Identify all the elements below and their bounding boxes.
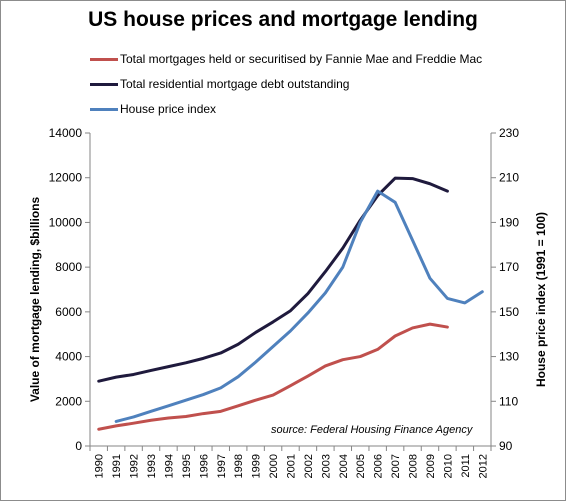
x-tick-label: 1990 bbox=[94, 454, 106, 478]
x-tick-label: 2007 bbox=[390, 454, 402, 478]
x-tick-label: 2011 bbox=[460, 454, 472, 478]
y-tick-label-right: 170 bbox=[499, 260, 519, 274]
legend-label-total-debt: Total residential mortgage debt outstand… bbox=[120, 77, 350, 91]
x-tick-label: 1992 bbox=[129, 454, 141, 478]
x-tick-label: 1999 bbox=[251, 454, 263, 478]
x-tick-label: 1997 bbox=[216, 454, 228, 478]
series-line-house-price-index bbox=[114, 189, 484, 423]
series-line-fannie-freddie bbox=[97, 322, 449, 431]
y-tick-label-left: 6000 bbox=[55, 305, 82, 319]
legend-label-house-price-index: House price index bbox=[120, 102, 217, 116]
y-tick-label-left: 12000 bbox=[49, 171, 83, 185]
x-tick-label: 1995 bbox=[181, 454, 193, 478]
x-tick-label: 2012 bbox=[477, 454, 489, 478]
y-tick-label-right: 210 bbox=[499, 171, 519, 185]
y-tick-label-left: 8000 bbox=[55, 260, 82, 274]
y-tick-label-right: 90 bbox=[499, 439, 513, 453]
x-tick-label: 1994 bbox=[163, 454, 175, 478]
y-tick-label-left: 10000 bbox=[49, 215, 83, 229]
x-tick-label: 1998 bbox=[233, 454, 245, 478]
x-tick-label: 2001 bbox=[286, 454, 298, 478]
y-tick-label-left: 14000 bbox=[49, 126, 83, 140]
x-tick-label: 2006 bbox=[373, 454, 385, 478]
x-tick-label: 1991 bbox=[111, 454, 123, 478]
legend-swatch-house-price-index bbox=[90, 108, 118, 111]
y-tick-label-right: 150 bbox=[499, 305, 519, 319]
y-tick-label-right: 130 bbox=[499, 350, 519, 364]
y-tick-label-left: 0 bbox=[75, 439, 82, 453]
x-tick-label: 2002 bbox=[303, 454, 315, 478]
y-tick-label-left: 4000 bbox=[55, 350, 82, 364]
x-tick-label: 2010 bbox=[442, 454, 454, 478]
y-tick-label-right: 230 bbox=[499, 126, 519, 140]
x-tick-label: 1996 bbox=[198, 454, 210, 478]
x-tick-label: 1993 bbox=[146, 454, 158, 478]
x-tick-label: 2000 bbox=[268, 454, 280, 478]
source-annotation: source: Federal Housing Finance Agency bbox=[271, 424, 473, 436]
x-tick-label: 2005 bbox=[355, 454, 367, 478]
x-tick-label: 2009 bbox=[425, 454, 437, 478]
legend-swatch-fannie-freddie bbox=[90, 58, 118, 61]
y-tick-label-right: 190 bbox=[499, 215, 519, 229]
y-tick-label-right: 110 bbox=[499, 394, 518, 408]
y-axis-title-right: House price index (1991 = 100) bbox=[534, 212, 548, 387]
series-line-total-debt bbox=[97, 176, 449, 383]
legend-label-fannie-freddie: Total mortgages held or securitised by F… bbox=[120, 52, 483, 66]
x-tick-label: 2008 bbox=[408, 454, 420, 478]
chart-title: US house prices and mortgage lending bbox=[88, 8, 478, 31]
y-axis-title-left: Value of mortgage lending, $billions bbox=[28, 196, 42, 402]
x-tick-label: 2003 bbox=[320, 454, 332, 478]
legend-swatch-total-debt bbox=[90, 83, 118, 86]
y-tick-label-left: 2000 bbox=[55, 394, 82, 408]
x-tick-label: 2004 bbox=[338, 454, 350, 478]
